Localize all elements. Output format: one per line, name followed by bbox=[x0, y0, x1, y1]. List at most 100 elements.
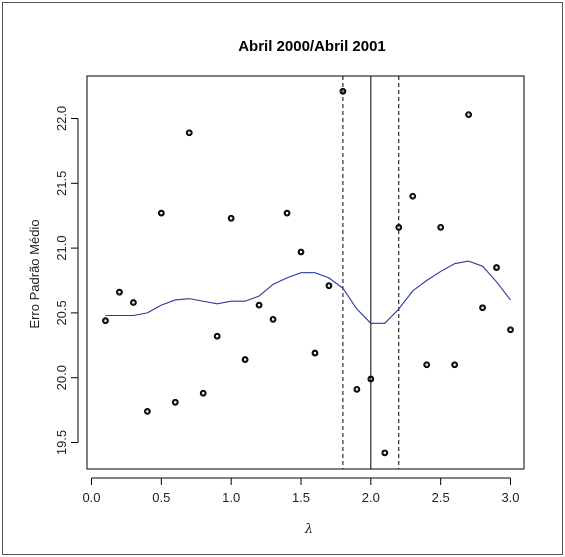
point-circle bbox=[423, 361, 431, 369]
point-circle bbox=[395, 223, 403, 231]
point-square bbox=[257, 303, 262, 308]
x-tick-label: 1.0 bbox=[222, 490, 240, 505]
chart-title: Abril 2000/Abril 2001 bbox=[238, 38, 386, 55]
point-circle bbox=[437, 223, 445, 231]
point-circle bbox=[507, 326, 514, 334]
point-circle bbox=[409, 192, 417, 200]
data-point bbox=[507, 326, 514, 334]
point-circle bbox=[353, 385, 361, 393]
point-circle bbox=[171, 398, 179, 406]
y-axis-label: Erro Padrão Médio bbox=[27, 219, 42, 328]
point-circle bbox=[255, 301, 263, 309]
data-point bbox=[283, 209, 291, 217]
point-circle bbox=[367, 375, 375, 383]
point-square bbox=[452, 362, 457, 367]
data-point bbox=[227, 214, 235, 222]
data-point bbox=[423, 361, 431, 369]
x-tick-label: 0.5 bbox=[152, 490, 170, 505]
plot-area bbox=[86, 75, 525, 470]
y-tick-label: 20.0 bbox=[54, 365, 69, 390]
x-tick-label: 2.0 bbox=[362, 490, 380, 505]
point-circle bbox=[199, 389, 207, 397]
smoothed-line bbox=[105, 260, 511, 324]
point-square bbox=[131, 300, 136, 305]
point-square bbox=[396, 225, 401, 230]
data-point bbox=[451, 361, 459, 369]
point-square bbox=[284, 211, 290, 216]
point-circle bbox=[157, 209, 165, 217]
data-point bbox=[339, 87, 347, 95]
x-tick-label: 2.5 bbox=[432, 490, 450, 505]
point-circle bbox=[143, 407, 151, 415]
point-square bbox=[187, 130, 192, 135]
point-square bbox=[438, 225, 443, 230]
point-square bbox=[215, 334, 220, 339]
data-point bbox=[102, 317, 109, 325]
point-circle bbox=[213, 332, 221, 340]
point-square bbox=[354, 387, 359, 392]
point-square bbox=[480, 305, 485, 310]
data-point bbox=[409, 192, 417, 200]
point-square bbox=[508, 327, 513, 332]
point-circle bbox=[339, 87, 347, 95]
data-point bbox=[241, 356, 249, 363]
point-square bbox=[340, 89, 345, 94]
point-square bbox=[173, 400, 178, 405]
data-point bbox=[325, 282, 333, 290]
point-square bbox=[382, 450, 387, 455]
data-point bbox=[255, 301, 263, 309]
point-square bbox=[103, 318, 108, 323]
data-point bbox=[395, 223, 403, 231]
point-square bbox=[424, 362, 429, 367]
data-point bbox=[367, 375, 375, 383]
point-circle bbox=[116, 288, 123, 296]
point-circle bbox=[102, 317, 109, 325]
point-square bbox=[145, 409, 150, 414]
data-point bbox=[437, 223, 445, 231]
point-circle bbox=[297, 248, 305, 256]
point-circle bbox=[241, 356, 249, 363]
point-circle bbox=[283, 209, 291, 217]
data-point bbox=[381, 449, 389, 457]
x-axis-label: λ bbox=[304, 522, 313, 537]
point-square bbox=[326, 283, 331, 288]
point-square bbox=[159, 211, 164, 216]
point-square bbox=[312, 351, 318, 356]
point-square bbox=[243, 357, 248, 362]
data-point bbox=[269, 315, 277, 323]
point-circle bbox=[465, 111, 473, 119]
data-point bbox=[353, 385, 361, 393]
point-circle bbox=[185, 129, 193, 137]
y-tick-label: 21.5 bbox=[54, 171, 69, 196]
x-tick-label: 3.0 bbox=[501, 490, 519, 505]
point-circle bbox=[493, 264, 500, 271]
point-square bbox=[229, 216, 234, 221]
point-square bbox=[201, 391, 206, 396]
point-circle bbox=[479, 304, 486, 312]
point-circle bbox=[451, 361, 459, 369]
point-square bbox=[117, 290, 122, 295]
y-tick-label: 20.5 bbox=[54, 300, 69, 325]
data-point bbox=[143, 407, 151, 415]
data-point bbox=[199, 389, 207, 397]
y-axis: 19.5 20.0 20.5 21.0 21.5 22.0 bbox=[54, 106, 79, 455]
point-square bbox=[368, 376, 373, 382]
data-point bbox=[311, 349, 319, 357]
point-square bbox=[298, 249, 304, 255]
point-circle bbox=[381, 449, 389, 457]
x-axis: 0.0 0.5 1.0 1.5 2.0 2.5 3.0 bbox=[82, 477, 520, 505]
data-points bbox=[102, 87, 514, 457]
data-point bbox=[479, 304, 486, 312]
point-circle bbox=[227, 214, 235, 222]
point-square bbox=[466, 112, 471, 117]
point-circle bbox=[311, 349, 319, 357]
data-point bbox=[171, 398, 179, 406]
data-point bbox=[493, 264, 500, 271]
point-square bbox=[494, 265, 499, 270]
data-point bbox=[297, 248, 305, 256]
data-point bbox=[465, 111, 473, 119]
data-point bbox=[116, 288, 123, 296]
x-tick-label: 0.0 bbox=[82, 490, 100, 505]
